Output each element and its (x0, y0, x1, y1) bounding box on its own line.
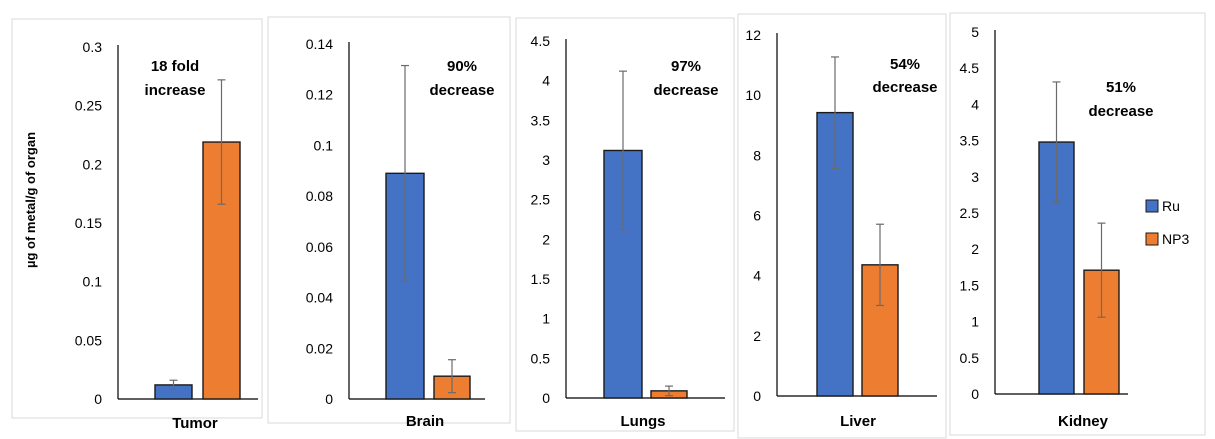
panel-border (949, 12, 1206, 436)
error-bar-np3 (217, 79, 226, 205)
y-tick-label: 0 (325, 391, 333, 407)
y-tick-label: 2 (542, 231, 550, 247)
y-tick-label: 0.08 (306, 188, 333, 204)
error-bar-ru (401, 64, 409, 282)
y-tick-label: 3 (542, 152, 550, 168)
error-bar-ru (619, 70, 627, 231)
y-tick-label: 12 (745, 27, 761, 43)
error-bar-np3 (665, 385, 673, 397)
y-tick-label: 0.05 (75, 332, 102, 348)
y-tick-label: 0.14 (306, 36, 333, 52)
y-tick-label: 1 (971, 314, 979, 330)
y-tick-label: 0 (542, 390, 550, 406)
y-tick-label: 8 (753, 147, 761, 163)
error-bar-np3 (1097, 222, 1106, 318)
annotation-text: 97% (671, 58, 701, 75)
chart-panel-kidney: 0 0.5 1 1.5 2 2.5 3 3.5 4 4.5 5 Kidney 51% decrease (949, 12, 1206, 436)
y-tick-label: 0.02 (306, 340, 333, 356)
annotation-text: 18 fold (151, 58, 199, 75)
y-tick-label: 4 (542, 73, 550, 89)
y-axis-label: µg of metal/g of organ (23, 132, 38, 268)
y-tick-label: 0.15 (75, 215, 102, 231)
error-bar-ru (831, 56, 839, 169)
y-tick-label: 0.5 (531, 350, 551, 366)
legend-item-np3: NP3 (1145, 231, 1189, 247)
annotation-text: 51% (1106, 79, 1136, 96)
legend-swatch (1145, 199, 1159, 213)
chart-panel-lungs: 0 0.5 1 1.5 2 2.5 3 3.5 4 4.5 Lungs 97% decrease (515, 17, 735, 432)
y-tick-label: 0 (94, 391, 102, 407)
y-tick-label: 2 (753, 328, 761, 344)
category-label: Brain (406, 413, 444, 430)
y-tick-label: 0.25 (75, 98, 102, 114)
y-tick-label: 4.5 (531, 33, 551, 49)
y-tick-label: 10 (745, 87, 761, 103)
y-tick-label: 0 (971, 386, 979, 402)
legend: Ru NP3 (1145, 198, 1189, 247)
y-tick-label: 4.5 (960, 60, 980, 76)
y-tick-label: 4 (753, 268, 761, 284)
legend-label: Ru (1162, 198, 1180, 214)
annotation-text: decrease (653, 82, 718, 99)
y-tick-label: 2 (971, 241, 979, 257)
annotation-text: decrease (1088, 103, 1153, 120)
y-tick-label: 1 (542, 311, 550, 327)
y-tick-label: 5 (971, 24, 979, 40)
y-tick-label: 0.04 (306, 290, 333, 306)
y-tick-label: 0.1 (314, 137, 334, 153)
y-tick-label: 0 (753, 388, 761, 404)
category-label: Liver (840, 413, 876, 430)
annotation-text: increase (145, 82, 206, 99)
annotation-text: 90% (447, 58, 477, 75)
y-tick-label: 0.1 (83, 274, 103, 290)
error-bar-ru (1052, 81, 1061, 203)
error-bar-ru (169, 379, 178, 391)
error-bar-np3 (448, 359, 456, 394)
y-tick-label: 1.5 (960, 277, 980, 293)
annotation-text: decrease (429, 82, 494, 99)
category-label: Tumor (172, 415, 218, 432)
y-tick-label: 0.3 (83, 39, 103, 55)
y-tick-label: 2.5 (531, 192, 551, 208)
legend-swatch (1145, 232, 1159, 246)
y-tick-label: 1.5 (531, 271, 551, 287)
legend-item-ru: Ru (1145, 198, 1180, 214)
chart-panel-brain: 0 0.02 0.04 0.06 0.08 0.1 0.12 0.14 Brain 90% decr… (267, 16, 511, 430)
chart-panel-liver: 0 2 4 6 8 10 12 Liver 54% decrease (737, 13, 947, 439)
y-tick-label: 3.5 (531, 112, 551, 128)
y-tick-label: 0.2 (83, 156, 103, 172)
chart-panel-tumor: 0 0.05 0.1 0.15 0.2 0.25 0.3 Tumor 18 fold increa… (11, 18, 263, 432)
y-tick-label: 0.06 (306, 239, 333, 255)
annotation-text: 54% (890, 56, 920, 73)
legend-label: NP3 (1162, 231, 1189, 247)
y-tick-label: 6 (753, 208, 761, 224)
y-tick-label: 0.12 (306, 87, 333, 103)
y-tick-label: 4 (971, 96, 979, 112)
category-label: Kidney (1058, 413, 1109, 430)
y-tick-label: 0.5 (960, 350, 980, 366)
error-bar-np3 (876, 223, 884, 307)
annotation-text: decrease (872, 79, 937, 96)
category-label: Lungs (621, 413, 666, 430)
y-tick-label: 3 (971, 169, 979, 185)
y-tick-label: 3.5 (960, 133, 980, 149)
y-tick-label: 2.5 (960, 205, 980, 221)
